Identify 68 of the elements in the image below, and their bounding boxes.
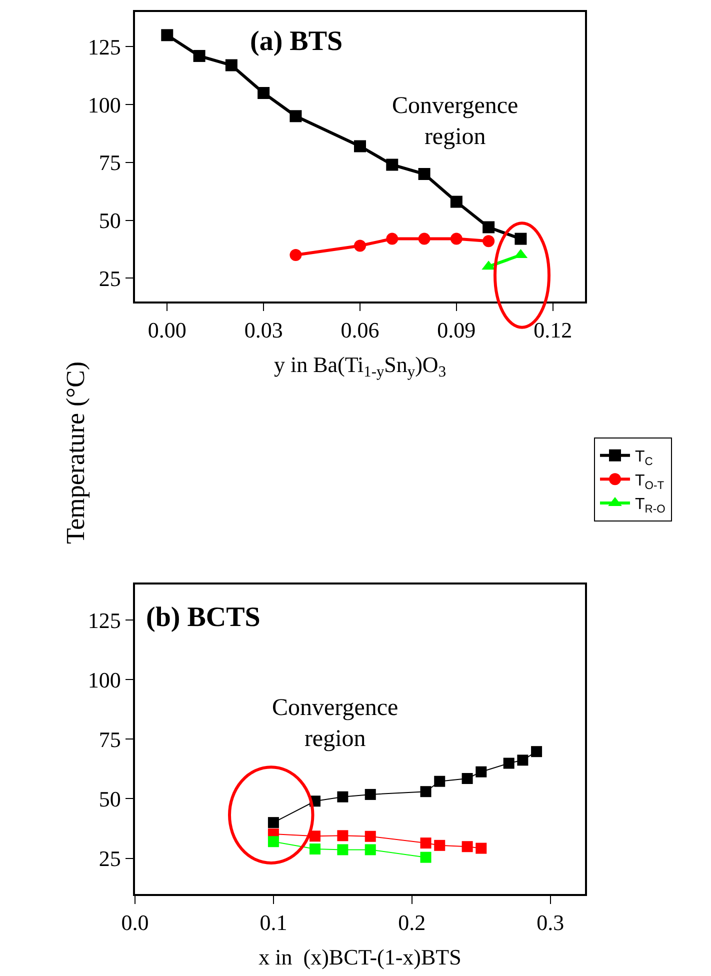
legend-label: T$_{R-O}$ — [635, 496, 666, 516]
x-tick-label: 0.0 — [121, 910, 149, 936]
point — [476, 842, 487, 854]
y-tick-label: 100 — [88, 92, 121, 118]
point — [434, 840, 446, 851]
legend-label: T$_{C}$ — [635, 448, 653, 468]
text: (a) BTS — [250, 26, 343, 57]
point — [310, 830, 320, 842]
point — [514, 232, 527, 245]
point — [503, 758, 514, 769]
point — [462, 841, 473, 852]
point — [517, 754, 528, 766]
y-tick-label: 50 — [98, 786, 121, 812]
point — [310, 843, 320, 854]
x-tick-label: 0.12 — [534, 317, 572, 342]
point — [420, 786, 432, 798]
x-tick-label: 0.1 — [260, 910, 288, 936]
point — [434, 776, 446, 787]
point — [531, 746, 542, 758]
y-tick-label: 75 — [98, 150, 121, 176]
legend-label: T$_{O-T}$ — [635, 472, 664, 492]
point — [268, 836, 279, 848]
annotation: Convergence region — [272, 695, 398, 752]
x-axis-title: x in (x)BCT-(1-x)BTS — [258, 944, 462, 970]
point — [386, 232, 398, 245]
point — [364, 844, 376, 856]
annotation: Convergence region — [392, 93, 518, 150]
x-tick-label: 0.2 — [398, 910, 426, 936]
point — [418, 168, 430, 180]
point — [337, 830, 348, 842]
y-tick-label: 100 — [88, 667, 121, 692]
point — [364, 788, 376, 800]
point — [225, 59, 238, 72]
point — [462, 773, 473, 784]
point — [354, 140, 366, 152]
text: (b) BCTS — [146, 602, 260, 633]
point — [268, 817, 279, 828]
x-tick-label: 0.3 — [536, 910, 564, 936]
y-tick-label: 25 — [98, 846, 121, 871]
point — [418, 232, 430, 245]
y-tick-label: 75 — [98, 726, 121, 752]
point — [482, 235, 495, 248]
point — [364, 830, 376, 842]
point — [290, 249, 302, 262]
point — [337, 844, 348, 856]
x-tick-label: 0.00 — [148, 317, 186, 342]
x-tick-label: 0.03 — [244, 317, 283, 342]
point — [290, 110, 302, 122]
point — [450, 232, 462, 245]
y-tick-label: 125 — [88, 34, 121, 60]
point — [386, 158, 398, 171]
point — [337, 791, 348, 802]
x-axis-title: y in Ba(Ti$_{1-y}$Sn$_{y}$)O$_{3}$ — [274, 352, 446, 380]
y-tick-label: 50 — [98, 208, 121, 233]
point — [420, 852, 432, 863]
point — [193, 50, 206, 62]
x-tick-label: 0.06 — [340, 317, 380, 342]
point — [354, 240, 366, 252]
point — [420, 838, 432, 849]
point — [258, 87, 270, 99]
point — [450, 196, 462, 208]
y-tick-label: 25 — [98, 266, 121, 291]
y-tick-label: 125 — [88, 608, 121, 633]
point — [476, 766, 487, 778]
y-axis-title: Temperature (°C) — [61, 361, 90, 544]
point — [161, 29, 174, 42]
x-tick-label: 0.09 — [437, 317, 476, 342]
point — [482, 221, 495, 234]
